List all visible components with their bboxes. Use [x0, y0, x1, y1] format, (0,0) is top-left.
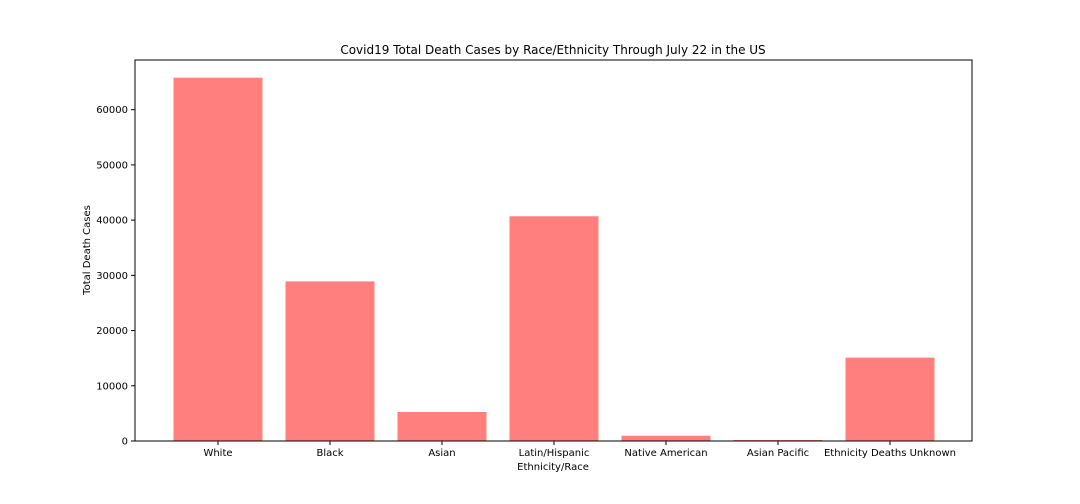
bar-asian — [397, 412, 487, 441]
x-tick-label: White — [203, 448, 232, 459]
x-tick-label: Black — [316, 448, 343, 459]
y-tick-label: 40000 — [96, 216, 128, 227]
x-tick-label: Asian — [428, 448, 455, 459]
bar-native-american — [621, 435, 711, 441]
x-tick-label: Ethnicity Deaths Unknown — [824, 448, 956, 459]
y-axis-label: Total Death Cases — [82, 205, 93, 296]
bars-layer — [173, 77, 935, 442]
bar-latin-hispanic — [509, 216, 599, 441]
y-tick-label: 0 — [122, 437, 128, 448]
y-tick-label: 10000 — [96, 381, 128, 392]
bar-white — [173, 77, 263, 442]
chart-title: Covid19 Total Death Cases by Race/Ethnic… — [340, 43, 765, 57]
x-axis-label: Ethnicity/Race — [517, 462, 589, 473]
y-axis: 0 10000 20000 30000 40000 50000 60000 — [96, 105, 135, 448]
y-tick-label: 60000 — [96, 105, 128, 116]
y-tick-label: 50000 — [96, 160, 128, 171]
x-tick-label: Asian Pacific — [747, 448, 809, 459]
x-axis: White Black Asian Latin/Hispanic Native Amer… — [203, 441, 956, 459]
y-tick-label: 30000 — [96, 271, 128, 282]
y-tick-label: 20000 — [96, 326, 128, 337]
x-tick-label: Latin/Hispanic — [519, 448, 590, 459]
bar-ethnicity-deaths-unknown — [845, 357, 935, 441]
bar-black — [285, 281, 375, 441]
x-tick-label: Native American — [624, 448, 707, 459]
plot-frame — [134, 59, 973, 442]
